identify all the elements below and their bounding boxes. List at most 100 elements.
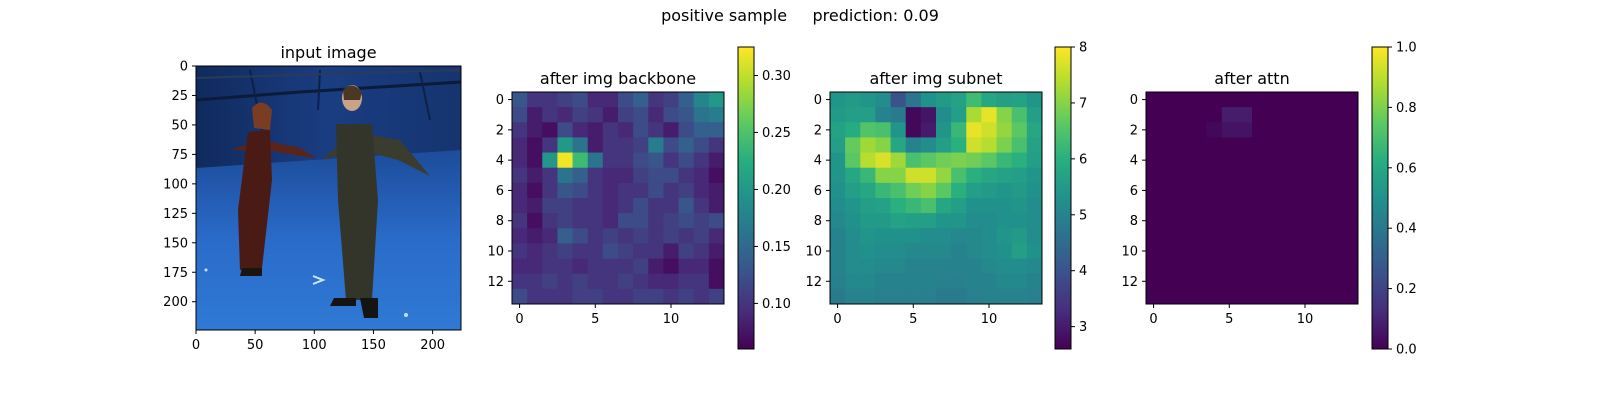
- heatmap-cell: [951, 182, 967, 199]
- heatmap-cell: [1206, 213, 1223, 229]
- heatmap-cell: [996, 273, 1013, 290]
- heatmap-cell: [633, 167, 649, 184]
- heatmap-cell: [693, 273, 710, 290]
- heatmap-cell: [1026, 137, 1043, 153]
- heatmap-cell: [1297, 137, 1313, 153]
- heatmap-cell: [693, 167, 710, 184]
- heatmap-cell: [830, 137, 846, 153]
- heatmap-cell: [1327, 137, 1344, 153]
- heatmap-cell: [951, 228, 967, 244]
- heatmap-cell: [1267, 198, 1283, 214]
- heatmap-cell: [663, 213, 679, 229]
- heatmap-cell: [1191, 243, 1207, 259]
- heatmap-cell: [1161, 288, 1177, 305]
- heatmap-cell: [602, 273, 619, 290]
- colorbar-tick-label: 0.10: [762, 297, 791, 312]
- heatmap-cell: [1327, 152, 1344, 169]
- heatmap-cell: [1011, 213, 1028, 229]
- heatmap-cell: [633, 213, 649, 229]
- heatmap-cell: [1312, 92, 1329, 108]
- heatmap-cell: [633, 137, 649, 153]
- heatmap-cell: [1221, 122, 1238, 138]
- heatmap-cell: [920, 288, 937, 305]
- heatmap-cell: [618, 228, 634, 244]
- heatmap-cell: [1282, 213, 1298, 229]
- heatmap-cell: [557, 107, 573, 123]
- heatmap-cell: [663, 137, 679, 153]
- y-tick-input-image-label: 50: [171, 118, 188, 133]
- heatmap-cell: [542, 213, 558, 229]
- heatmap-cell: [890, 213, 907, 229]
- heatmap-cell: [572, 243, 589, 259]
- heatmap-cell: [981, 273, 997, 290]
- heatmap-cell: [678, 273, 695, 290]
- colorbar-tick-label: 8: [1079, 41, 1087, 56]
- heatmap-cell: [845, 152, 861, 169]
- heatmap-cell: [602, 213, 619, 229]
- heatmap-cell: [1252, 92, 1268, 108]
- heatmap-cell: [557, 182, 573, 199]
- person-woman: [230, 102, 316, 276]
- heatmap-cell: [678, 258, 695, 275]
- heatmap-cell: [542, 198, 558, 214]
- heatmap-cell: [1176, 167, 1192, 184]
- x-tick-label: 0: [515, 312, 523, 327]
- heatmap-cell: [693, 198, 710, 214]
- heatmap-cell: [1252, 228, 1268, 244]
- heatmap-cell: [1297, 107, 1313, 123]
- heatmap-cell: [1236, 213, 1253, 229]
- heatmap-cell: [1312, 152, 1329, 169]
- heatmap-after-attn: [1146, 92, 1359, 305]
- heatmap-cell: [587, 273, 604, 290]
- heatmap-cell: [633, 152, 649, 169]
- heatmap-cell: [830, 273, 846, 290]
- panel-title-after-attn: after attn: [1214, 69, 1289, 88]
- heatmap-cell: [1342, 167, 1359, 184]
- heatmap-cell: [1161, 228, 1177, 244]
- heatmap-cell: [1342, 107, 1359, 123]
- heatmap-cell: [572, 182, 589, 199]
- heatmap-cell: [966, 137, 982, 153]
- heatmap-cell: [512, 182, 528, 199]
- heatmap-cell: [693, 228, 710, 244]
- heatmap-cell: [1161, 167, 1177, 184]
- heatmap-cell: [905, 122, 922, 138]
- heatmap-cell: [1282, 198, 1298, 214]
- heatmap-cell: [1221, 137, 1238, 153]
- heatmap-cell: [633, 228, 649, 244]
- heatmap-cell: [860, 152, 876, 169]
- heatmap-cell: [890, 228, 907, 244]
- heatmap-cell: [890, 107, 907, 123]
- heatmap-cell: [890, 288, 907, 305]
- heatmap-cell: [1011, 92, 1028, 108]
- heatmap-cell: [618, 152, 634, 169]
- panel-after-img-subnet: after img subnet 0 5 10 0 2 4 6 8 10 12 3 4 5 6 7 8: [805, 41, 1087, 350]
- heatmap-cell: [875, 122, 891, 138]
- heatmap-cell: [1252, 243, 1268, 259]
- heatmap-cell: [542, 288, 558, 305]
- heatmap-cell: [1221, 258, 1238, 275]
- heatmap-cell: [663, 152, 679, 169]
- heatmap-cell: [966, 243, 982, 259]
- y-tick-input-image-label: 150: [163, 236, 188, 251]
- y-tick-input-image-label: 125: [163, 207, 188, 222]
- heatmap-cell: [860, 228, 876, 244]
- heatmap-cell: [512, 213, 528, 229]
- heatmap-cell: [966, 167, 982, 184]
- heatmap-cell: [1252, 258, 1268, 275]
- heatmap-cell: [920, 273, 937, 290]
- heatmap-cell: [830, 122, 846, 138]
- heatmap-cell: [663, 243, 679, 259]
- heatmap-cell: [1161, 258, 1177, 275]
- heatmap-cell: [1206, 122, 1223, 138]
- x-tick-input-image-label: 150: [361, 338, 386, 353]
- heatmap-cell: [875, 137, 891, 153]
- heatmap-cell: [1161, 92, 1177, 108]
- heatmap-cell: [1161, 243, 1177, 259]
- heatmap-cell: [1191, 137, 1207, 153]
- heatmap-cell: [1267, 258, 1283, 275]
- colorbar-tick-label: 3: [1079, 320, 1087, 335]
- heatmap-cell: [678, 107, 695, 123]
- heatmap-cell: [1342, 122, 1359, 138]
- y-tick-label: 6: [496, 184, 504, 199]
